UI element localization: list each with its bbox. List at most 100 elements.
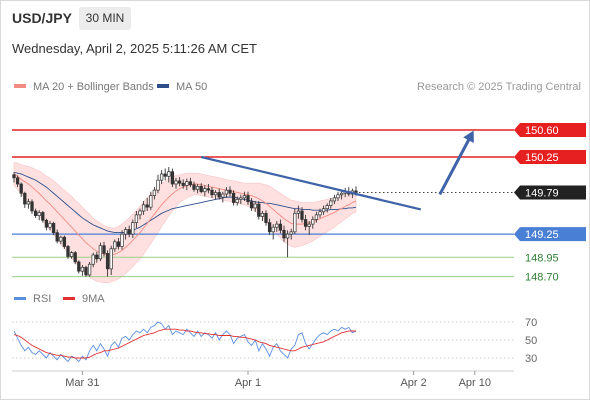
candle-body: [174, 180, 178, 185]
x-tick-label: Apr 10: [459, 377, 491, 389]
candle-body: [23, 192, 27, 205]
candle-body: [177, 180, 182, 184]
candle-body: [213, 192, 218, 196]
candle-body: [170, 171, 175, 185]
candle-body: [159, 173, 164, 181]
candle-body: [239, 197, 243, 200]
rsi-legend-swatch: [14, 297, 26, 300]
candle-body: [206, 188, 211, 191]
candle-body: [69, 252, 74, 257]
candle-body: [260, 212, 265, 217]
candle-body: [282, 229, 286, 239]
candle-body: [325, 205, 329, 210]
candle-body: [26, 201, 31, 205]
candle-body: [141, 204, 146, 212]
candle-body: [332, 197, 337, 202]
projection-arrow-shaft: [438, 133, 474, 196]
level-tag-150.25: [514, 150, 586, 164]
candle-body: [149, 195, 153, 208]
level-label-149.25: 149.25: [525, 229, 559, 241]
candle-body: [73, 252, 77, 263]
level-tag-150.60: [514, 123, 586, 137]
candle-body: [15, 177, 20, 185]
rsi-ma-line: [13, 328, 356, 359]
candle-body: [95, 254, 99, 260]
candle-body: [318, 211, 322, 216]
candle-body: [246, 195, 250, 203]
candle-body: [267, 222, 272, 233]
candle-body: [163, 173, 167, 177]
current-price-label: 149.79: [525, 187, 559, 199]
rsi-tick-30: 30: [525, 353, 537, 365]
legend-label-0: MA 20 + Bollinger Bands: [33, 81, 154, 93]
candle-body: [231, 192, 236, 203]
ma50-line: [13, 171, 357, 234]
candle-body: [55, 232, 59, 242]
candle-body: [113, 241, 117, 250]
candle-body: [77, 261, 81, 272]
candle-body: [249, 201, 254, 209]
candle-body: [156, 179, 160, 191]
x-tick-label: Mar 31: [65, 377, 99, 389]
candle-body: [300, 210, 304, 220]
rsi-line: [13, 321, 357, 363]
candle-body: [278, 223, 283, 231]
candle-body: [134, 214, 139, 223]
candle-body: [127, 229, 131, 235]
candle-body: [62, 236, 67, 247]
candle-body: [41, 212, 45, 221]
legend-label-1: MA 50: [176, 81, 207, 93]
chart-datetime: Wednesday, April 2, 2025 5:11:26 AM CET: [12, 41, 257, 56]
candle-body: [152, 189, 157, 196]
candle-body: [98, 245, 103, 260]
candle-body: [285, 233, 290, 239]
candle-body: [138, 210, 142, 216]
candle-body: [199, 185, 203, 193]
ma20-line: [13, 173, 357, 256]
candle-body: [293, 212, 297, 233]
candle-body: [102, 245, 106, 254]
candle-body: [336, 194, 340, 199]
candle-body: [307, 223, 311, 227]
rsi-tick-70: 70: [525, 317, 537, 329]
x-tick-label: Apr 1: [235, 377, 261, 389]
candle-body: [210, 189, 214, 196]
rsi-ma-legend-label: 9MA: [82, 293, 105, 305]
legend-swatch-0: [14, 84, 26, 88]
candle-body: [311, 219, 315, 225]
candle-body: [84, 266, 88, 276]
candle-body: [12, 174, 16, 179]
candle-body: [167, 171, 171, 177]
x-tick-label: Apr 2: [400, 377, 426, 389]
candle-body: [329, 200, 333, 206]
candle-body: [289, 231, 293, 235]
level-label-148.95: 148.95: [525, 252, 559, 264]
candle-body: [354, 190, 358, 193]
projection-arrow-head: [463, 130, 474, 143]
candle-body: [235, 199, 239, 203]
candle-body: [195, 185, 200, 190]
candle-body: [44, 219, 49, 228]
candle-body: [257, 203, 261, 217]
legend-swatch-1: [157, 84, 169, 88]
candle-body: [321, 208, 326, 213]
candle-body: [271, 226, 275, 233]
candle-body: [224, 189, 229, 195]
level-label-148.70: 148.70: [525, 272, 559, 284]
candle-body: [87, 263, 92, 276]
candle-body: [123, 229, 128, 235]
candle-body: [228, 189, 232, 194]
interval-badge[interactable]: 30 MIN: [79, 7, 131, 30]
current-price-tag: [514, 185, 586, 200]
level-label-150.60: 150.60: [525, 125, 559, 137]
candle-body: [188, 181, 193, 186]
candle-body: [120, 233, 124, 247]
candle-body: [303, 219, 308, 227]
rsi-legend-label: RSI: [33, 293, 51, 305]
symbol-label: USD/JPY: [12, 10, 72, 26]
rsi-ma-legend-swatch: [63, 297, 75, 300]
candle-body: [116, 241, 121, 247]
candle-body: [48, 222, 52, 228]
